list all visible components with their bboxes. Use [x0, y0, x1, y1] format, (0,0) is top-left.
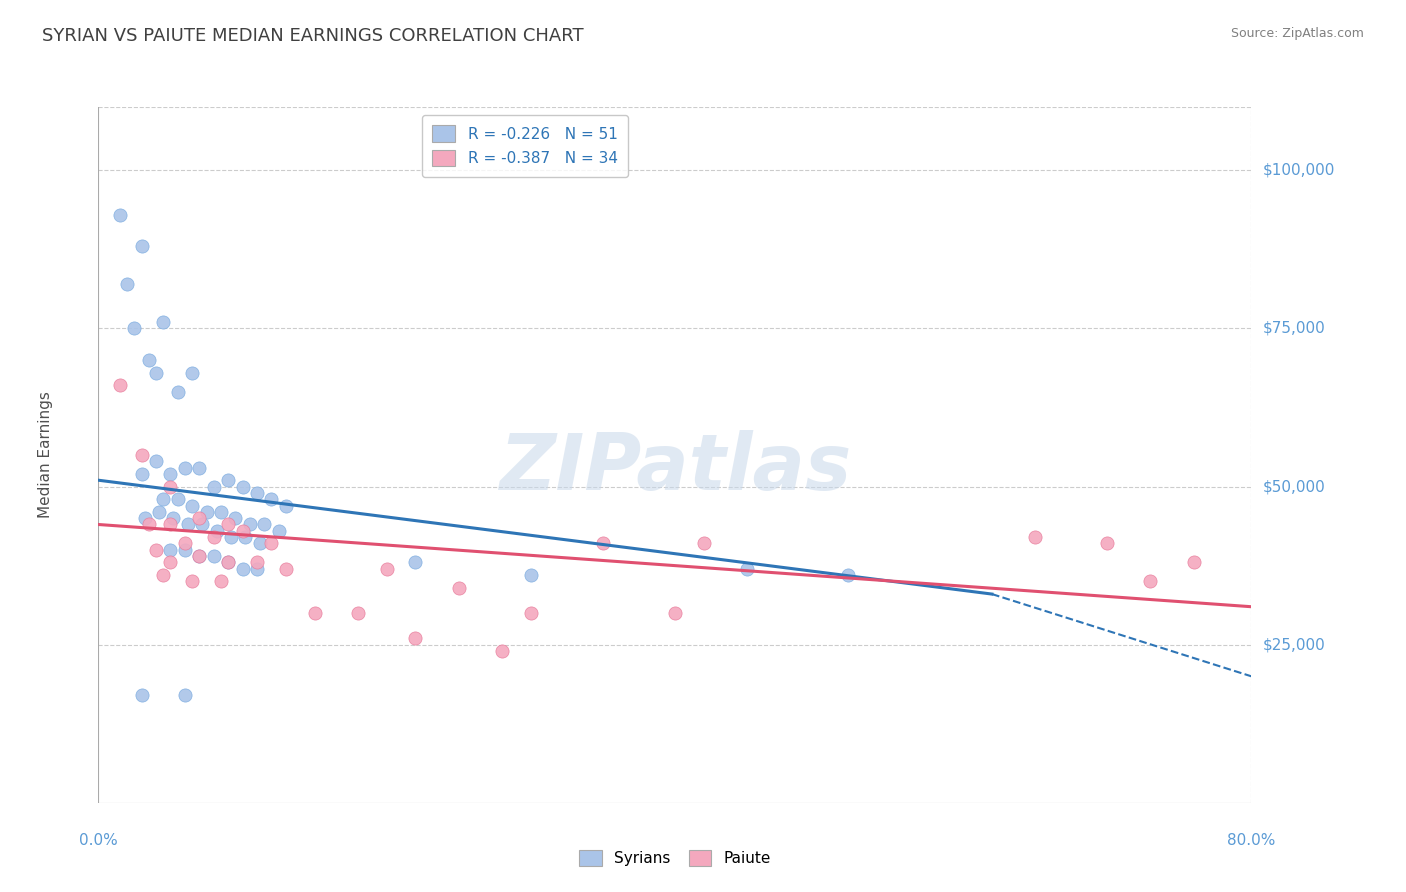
Point	[117, 277, 138, 292]
Point	[131, 239, 153, 253]
Point	[188, 511, 211, 525]
Text: 80.0%: 80.0%	[1227, 833, 1275, 848]
Point	[249, 536, 271, 550]
Point	[253, 517, 276, 532]
Point	[162, 511, 184, 525]
Text: Source: ZipAtlas.com: Source: ZipAtlas.com	[1230, 27, 1364, 40]
Point	[217, 556, 239, 570]
Point	[491, 644, 513, 658]
Point	[231, 562, 254, 576]
Point	[174, 688, 197, 702]
Point	[124, 321, 146, 335]
Point	[108, 208, 131, 222]
Point	[188, 460, 211, 475]
Point	[219, 530, 242, 544]
Legend: R = -0.226   N = 51, R = -0.387   N = 34: R = -0.226 N = 51, R = -0.387 N = 34	[422, 115, 628, 177]
Point	[1024, 530, 1046, 544]
Point	[346, 606, 368, 620]
Point	[224, 511, 246, 525]
Point	[202, 549, 225, 563]
Point	[1182, 556, 1205, 570]
Point	[447, 581, 470, 595]
Point	[159, 467, 181, 481]
Point	[181, 366, 204, 380]
Text: $50,000: $50,000	[1263, 479, 1326, 494]
Point	[152, 492, 174, 507]
Text: 0.0%: 0.0%	[79, 833, 118, 848]
Point	[217, 473, 239, 487]
Legend: Syrians, Paiute: Syrians, Paiute	[569, 840, 780, 875]
Point	[592, 536, 614, 550]
Point	[231, 479, 254, 493]
Point	[1139, 574, 1161, 589]
Point	[209, 505, 232, 519]
Point	[260, 492, 283, 507]
Point	[166, 384, 188, 399]
Point	[209, 574, 232, 589]
Text: $75,000: $75,000	[1263, 321, 1326, 336]
Point	[246, 556, 269, 570]
Text: Median Earnings: Median Earnings	[38, 392, 53, 518]
Point	[235, 530, 257, 544]
Point	[181, 574, 204, 589]
Point	[138, 517, 160, 532]
Point	[664, 606, 686, 620]
Point	[837, 568, 859, 582]
Text: $25,000: $25,000	[1263, 637, 1326, 652]
Point	[159, 517, 181, 532]
Point	[134, 511, 156, 525]
Point	[246, 486, 269, 500]
Point	[202, 479, 225, 493]
Point	[202, 530, 225, 544]
Point	[260, 536, 283, 550]
Point	[304, 606, 326, 620]
Point	[159, 556, 181, 570]
Point	[177, 517, 200, 532]
Point	[188, 549, 211, 563]
Point	[405, 632, 427, 646]
Point	[205, 524, 228, 538]
Point	[138, 353, 160, 368]
Point	[735, 562, 758, 576]
Point	[217, 517, 239, 532]
Point	[108, 378, 131, 392]
Point	[520, 568, 543, 582]
Point	[145, 454, 167, 468]
Point	[131, 688, 153, 702]
Point	[239, 517, 262, 532]
Point	[148, 505, 170, 519]
Point	[1097, 536, 1119, 550]
Point	[405, 556, 427, 570]
Point	[267, 524, 290, 538]
Text: $100,000: $100,000	[1263, 163, 1334, 178]
Point	[152, 315, 174, 329]
Point	[159, 542, 181, 557]
Point	[231, 524, 254, 538]
Point	[145, 542, 167, 557]
Point	[131, 467, 153, 481]
Point	[145, 366, 167, 380]
Point	[131, 448, 153, 462]
Point	[693, 536, 716, 550]
Point	[152, 568, 174, 582]
Text: SYRIAN VS PAIUTE MEDIAN EARNINGS CORRELATION CHART: SYRIAN VS PAIUTE MEDIAN EARNINGS CORRELA…	[42, 27, 583, 45]
Point	[181, 499, 204, 513]
Point	[188, 549, 211, 563]
Point	[375, 562, 398, 576]
Point	[191, 517, 214, 532]
Point	[274, 499, 297, 513]
Point	[520, 606, 543, 620]
Point	[174, 542, 197, 557]
Text: ZIPatlas: ZIPatlas	[499, 430, 851, 506]
Point	[217, 556, 239, 570]
Point	[246, 562, 269, 576]
Point	[174, 536, 197, 550]
Point	[166, 492, 188, 507]
Point	[195, 505, 218, 519]
Point	[174, 460, 197, 475]
Point	[274, 562, 297, 576]
Point	[159, 479, 181, 493]
